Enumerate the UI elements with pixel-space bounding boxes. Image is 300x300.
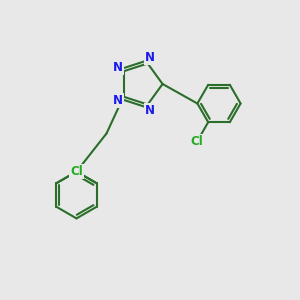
Text: N: N [113,94,123,107]
Text: Cl: Cl [70,165,83,178]
Text: Cl: Cl [70,165,83,178]
Text: Cl: Cl [191,135,204,148]
Text: N: N [145,51,155,64]
Text: N: N [145,104,155,117]
Text: N: N [113,61,123,74]
